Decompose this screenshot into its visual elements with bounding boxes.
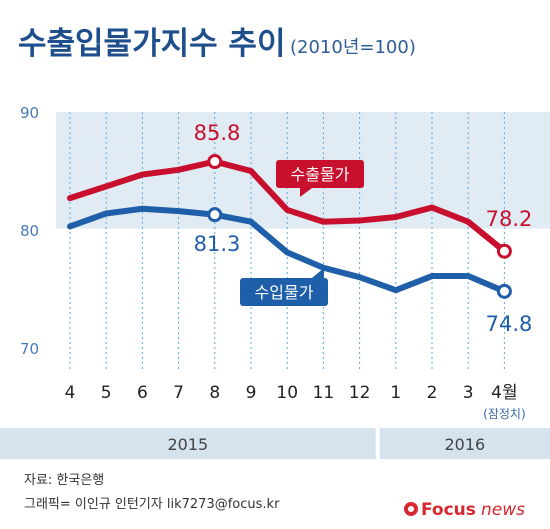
y-tick-label: 90 (20, 104, 39, 122)
data-label: 78.2 (486, 207, 533, 231)
series-label-pointer (312, 268, 324, 278)
page-subtitle: (2010년=100) (290, 37, 416, 58)
series-label-box (240, 278, 328, 306)
x-tick-label: 4월 (491, 383, 517, 403)
x-tick-label: 1 (390, 383, 401, 403)
brand-news: news (481, 500, 525, 520)
x-tick-label: 10 (276, 383, 298, 403)
y-tick-label: 80 (20, 222, 39, 240)
x-tick-label: 5 (101, 383, 112, 403)
series-label-box (276, 160, 364, 188)
x-tick-label: 12 (349, 383, 371, 403)
focus-news-logo: Focus news (404, 500, 525, 520)
footer-source: 자료: 한국은행 (24, 472, 104, 488)
x-tick-label: 11 (313, 383, 335, 403)
series-label-pointer (300, 188, 312, 197)
x-tick-label: 8 (209, 383, 220, 403)
data-label: 85.8 (194, 121, 241, 145)
brand-focus: Focus (421, 500, 476, 520)
data-point-marker (207, 154, 223, 170)
x-tick-label: 4 (65, 383, 76, 403)
x-tick-note: (잠정치) (483, 407, 525, 421)
series-label: 수입물가 (255, 283, 314, 302)
x-tick-label: 9 (246, 383, 257, 403)
series-label: 수출물가 (291, 165, 350, 184)
year-label: 2015 (167, 435, 208, 454)
x-tick-label: 3 (463, 383, 474, 403)
data-point-marker (496, 243, 512, 259)
focus-logo-icon-hole (408, 506, 414, 512)
data-point-marker (496, 283, 512, 299)
page-title: 수출입물가지수 추이 (18, 26, 285, 62)
year-label: 2016 (444, 435, 485, 454)
data-point-marker (207, 207, 223, 223)
year-band (0, 428, 376, 459)
data-label: 81.3 (194, 232, 241, 256)
series-line (67, 158, 508, 255)
x-tick-label: 7 (173, 383, 184, 403)
x-tick-label: 2 (427, 383, 438, 403)
series-line (67, 205, 508, 295)
footer-credit: 그래픽= 이인규 인턴기자 lik7273@focus.kr (24, 497, 280, 512)
y-tick-label: 70 (20, 340, 39, 358)
year-band (379, 428, 550, 459)
data-label: 74.8 (486, 312, 533, 336)
x-tick-label: 6 (137, 383, 148, 403)
